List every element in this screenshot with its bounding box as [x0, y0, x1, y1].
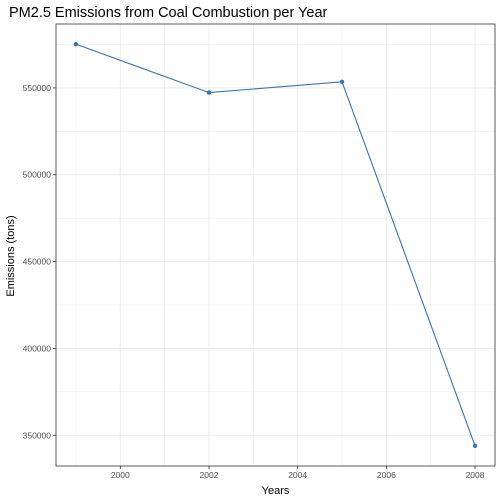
chart-title: PM2.5 Emissions from Coal Combustion per… — [9, 5, 328, 21]
x-tick-label: 2000 — [111, 470, 130, 480]
x-tick-label: 2006 — [377, 470, 396, 480]
data-point — [73, 41, 79, 47]
y-tick-label: 500000 — [23, 170, 52, 180]
y-tick-label: 350000 — [23, 430, 52, 440]
y-tick-label: 450000 — [23, 257, 52, 267]
grid — [56, 24, 495, 466]
y-axis-title: Emissions (tons) — [5, 215, 17, 296]
x-tick-label: 2004 — [288, 470, 307, 480]
y-tick-label: 550000 — [23, 83, 52, 93]
series-layer — [73, 41, 478, 449]
axis-ticks: 2000 2002 2004 2006 2008 350000 400000 450000 50… — [23, 83, 485, 480]
x-tick-label: 2002 — [200, 470, 219, 480]
y-tick-label: 400000 — [23, 343, 52, 353]
data-point — [472, 443, 478, 449]
data-point — [206, 90, 212, 95]
series-line — [75, 43, 476, 447]
data-point — [339, 79, 345, 85]
x-tick-label: 2008 — [466, 470, 485, 480]
plot-panel-border — [55, 23, 496, 467]
x-axis-title: Years — [262, 485, 290, 497]
